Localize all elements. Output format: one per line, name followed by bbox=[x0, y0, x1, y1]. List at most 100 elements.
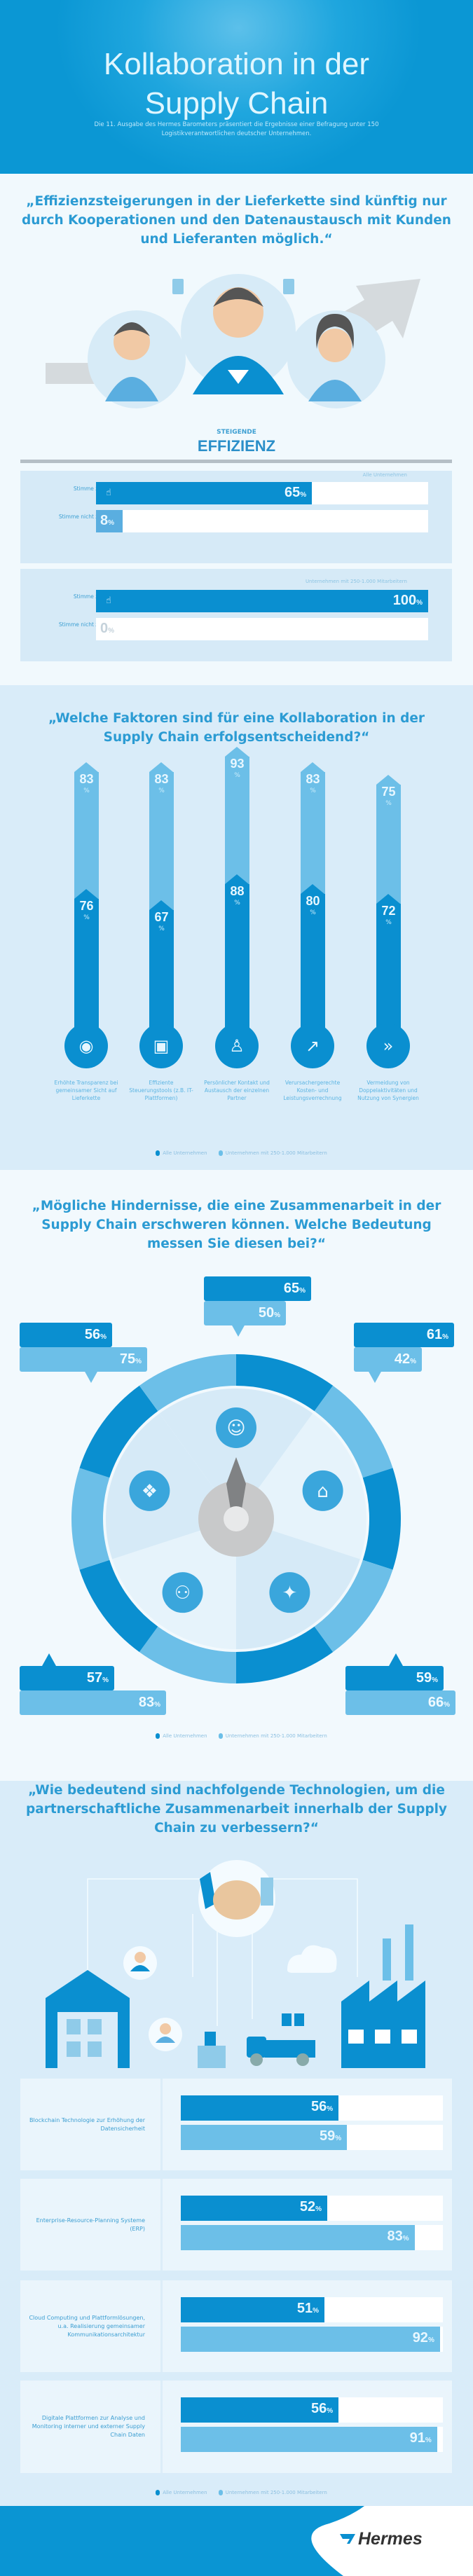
legend-swatch bbox=[218, 1150, 223, 1156]
bar-cap bbox=[376, 894, 400, 904]
bar-cap bbox=[376, 775, 400, 785]
hermes-wing-icon bbox=[340, 2534, 355, 2544]
value-mid: 66% bbox=[345, 1690, 455, 1715]
bar-track: 59% bbox=[181, 2125, 443, 2150]
bar-value: 75 bbox=[381, 785, 396, 799]
people-icon: ⚇ bbox=[174, 1583, 191, 1604]
factor-label: Effiziente Steuerungstools (z.B. IT-Plat… bbox=[129, 1080, 193, 1101]
percent-sign: % bbox=[158, 925, 165, 933]
truck-icon bbox=[247, 2013, 315, 2066]
bar-track: 92% bbox=[181, 2327, 443, 2352]
bar-value: 56% bbox=[310, 2099, 334, 2114]
row-divider bbox=[160, 2079, 163, 2170]
bar-value: 83% bbox=[387, 2229, 409, 2244]
percent-sign: % bbox=[310, 787, 316, 795]
bar-label: Stimme zu bbox=[73, 485, 102, 492]
person-icon bbox=[308, 314, 362, 401]
legend-label: Alle Unternehmen bbox=[163, 1150, 207, 1156]
divider bbox=[20, 460, 452, 463]
row-divider bbox=[160, 2381, 163, 2473]
bar-value: 91% bbox=[409, 2430, 432, 2446]
percent-sign: % bbox=[108, 627, 115, 635]
bar-cap bbox=[74, 889, 98, 900]
double-arrow-icon: » bbox=[383, 1036, 394, 1056]
percent-sign: % bbox=[327, 2407, 334, 2415]
bar-track: 51% bbox=[181, 2297, 443, 2322]
person-icon bbox=[193, 287, 284, 394]
bar-value: 8% bbox=[100, 513, 115, 528]
bar-track: 56% bbox=[181, 2095, 443, 2121]
box-icon bbox=[198, 2032, 226, 2068]
percent-sign: % bbox=[83, 787, 90, 795]
percent-sign: % bbox=[102, 1676, 109, 1684]
technology-row: Blockchain Technologie zur Erhöhung der … bbox=[20, 2079, 452, 2170]
percent-sign: % bbox=[410, 1358, 416, 1365]
thumbs-up-icon: ☝ bbox=[106, 595, 111, 606]
bar-track: ☝ 65% bbox=[96, 482, 428, 504]
factor-label: Vermeidung von Doppelaktivitäten und Nut… bbox=[357, 1080, 419, 1101]
percent-sign: % bbox=[310, 909, 316, 916]
person-icon: ☺ bbox=[226, 1418, 245, 1439]
percent-sign: % bbox=[300, 491, 307, 499]
bar-value: 93 bbox=[230, 757, 245, 771]
technology-row: Cloud Computing und Plattformlösungen, u… bbox=[20, 2280, 452, 2372]
value-all: 56% bbox=[20, 1323, 112, 1347]
bar-label: Stimme zu bbox=[73, 593, 102, 600]
percent-sign: % bbox=[234, 772, 240, 780]
factory-icon bbox=[341, 1924, 425, 2068]
bar-cap bbox=[149, 762, 173, 773]
bar-track: 8% bbox=[96, 510, 428, 532]
bar-cap bbox=[149, 900, 173, 911]
technology-label-text: Digitale Plattformen zur Analyse und Mon… bbox=[32, 2415, 145, 2438]
wheel-ring-segment bbox=[71, 1468, 110, 1570]
wheel-ring-segment bbox=[139, 1354, 236, 1412]
technology-label: Blockchain Technologie zur Erhöhung der … bbox=[20, 2079, 145, 2170]
legend-label: Unternehmen mit 250-1.000 Mitarbeitern bbox=[225, 2490, 327, 2495]
bar-value: 88 bbox=[230, 883, 245, 898]
compass-needle-icon bbox=[226, 1457, 246, 1509]
obstacle-wheel: ☺ ⌂ ✦ ⚇ ❖ bbox=[71, 1354, 401, 1683]
wheel-icon-circle bbox=[302, 1470, 343, 1511]
bubble-tail bbox=[231, 1324, 245, 1337]
page-title: Kollaboration in der Supply Chain bbox=[0, 45, 473, 123]
bar-cap bbox=[301, 884, 324, 894]
bar-value: 0% bbox=[100, 621, 115, 636]
value-mid: 75% bbox=[20, 1347, 147, 1372]
factor-icon-circle: ◉ bbox=[64, 1024, 108, 1068]
section-quote: „Mögliche Hindernisse, die eine Zusammen… bbox=[32, 1199, 441, 1251]
logo-text: Hermes bbox=[358, 2528, 423, 2549]
cloud-icon bbox=[287, 1945, 337, 1973]
bubble-tail bbox=[42, 1653, 56, 1666]
value-all: 59% bbox=[345, 1666, 444, 1690]
wheel-ring-segment bbox=[314, 1385, 393, 1478]
bar-value: 83 bbox=[79, 772, 94, 787]
bar-value: 80 bbox=[306, 894, 320, 908]
header: Kollaboration in der Supply Chain Die 11… bbox=[0, 0, 473, 174]
bar-cap bbox=[301, 762, 324, 773]
legend-label: Alle Unternehmen bbox=[163, 2490, 207, 2495]
wheel-icon-circle bbox=[216, 1407, 256, 1448]
percent-sign: % bbox=[234, 899, 240, 907]
bar-label: Stimme nicht zu bbox=[58, 621, 102, 628]
technology-label-text: Enterprise-Resource-Planning Systeme (ER… bbox=[36, 2217, 145, 2232]
house-icon: ⌂ bbox=[317, 1481, 329, 1502]
percent-sign: % bbox=[100, 1333, 107, 1341]
person-icon bbox=[123, 1946, 157, 1980]
value-all: 61% bbox=[354, 1323, 454, 1347]
wheel-ring-segment bbox=[79, 1385, 158, 1478]
bar-label: Stimme nicht zu bbox=[58, 514, 102, 520]
percent-sign: % bbox=[327, 2105, 334, 2113]
wheel-icon-circle bbox=[162, 1572, 203, 1613]
row-divider bbox=[160, 2280, 163, 2372]
bar-value: 67 bbox=[154, 910, 169, 925]
hermes-logo: Hermes bbox=[340, 2528, 423, 2549]
legend-label: Unternehmen mit 250-1.000 Mitarbeitern bbox=[225, 1733, 327, 1739]
wheel-ring-segment bbox=[139, 1626, 236, 1683]
percent-sign: % bbox=[385, 919, 392, 927]
factor-icon-circle: ▣ bbox=[139, 1024, 183, 1068]
bar-track: 0% bbox=[96, 618, 428, 640]
value-mid: 42% bbox=[354, 1347, 422, 1372]
legend: Alle Unternehmen Unternehmen mit 250-1.0… bbox=[0, 1150, 473, 1156]
wheel-ring-segment bbox=[236, 1354, 334, 1412]
percent-sign: % bbox=[158, 787, 165, 795]
